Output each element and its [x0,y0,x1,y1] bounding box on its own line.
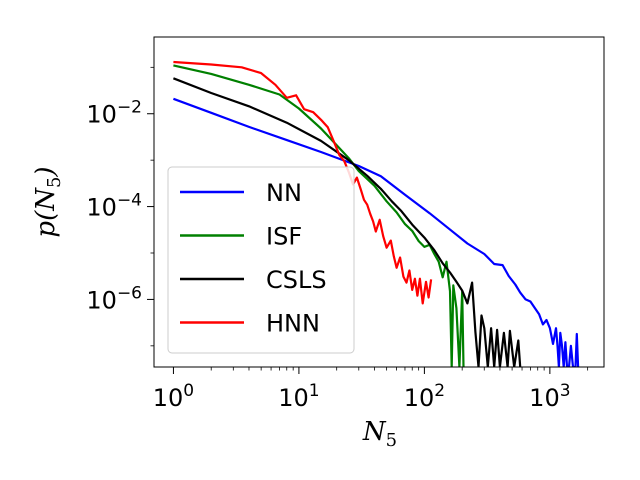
legend-label-nn: NN [266,179,302,207]
y-tick-label-exp: −6 [117,283,142,303]
x-axis-title-main: N [362,417,387,447]
series-line-isf [173,64,465,367]
legend-box [167,166,355,354]
x-tick-label-base: 10 [153,384,184,412]
y-tick-label-base: 10 [86,101,117,129]
series-line-hnn [173,60,433,305]
y-axis-title-tail: ) [31,166,61,177]
y-axis-title: p(N5) [31,166,65,237]
legend: NN ISF CSLS HNN [167,166,355,354]
legend-label-hnn: HNN [266,310,320,338]
x-tick-label: 102 [404,381,445,412]
y-tick-label-base: 10 [86,194,117,222]
y-tick-label-exp: −4 [117,191,142,211]
x-tick-label: 103 [529,381,570,412]
y-tick-label: 10−6 [86,283,142,314]
legend-label-csls: CSLS [266,266,327,294]
y-tick-label: 10−4 [86,191,142,222]
plot-frame [153,36,605,368]
x-tick-label-exp: 1 [309,381,320,401]
series-layer [173,60,580,367]
x-axis-title-sub: 5 [386,430,397,451]
x-tick-label-base: 10 [529,384,560,412]
x-tick-label: 100 [153,381,194,412]
y-tick-label-exp: −2 [117,98,142,118]
y-tick-label-base: 10 [86,286,117,314]
legend-label-isf: ISF [266,223,302,251]
series-line-csls [173,77,522,367]
x-tick-label: 101 [278,381,319,412]
x-tick-label-exp: 3 [560,381,571,401]
x-tick-label-exp: 2 [434,381,445,401]
y-axis-title-sub: 5 [44,177,65,188]
y-tick-label: 10−2 [86,98,142,129]
x-tick-label-base: 10 [404,384,435,412]
x-axis-title: N5 [362,417,397,451]
x-tick-label-exp: 0 [183,381,194,401]
series-line-nn [173,97,580,367]
y-axis-title-main: p(N [31,187,61,238]
x-tick-label-base: 10 [278,384,309,412]
legend-items: NN ISF CSLS HNN [180,179,327,338]
